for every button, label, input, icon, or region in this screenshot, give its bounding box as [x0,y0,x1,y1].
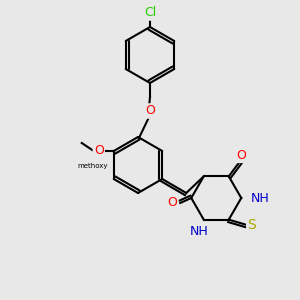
Text: O: O [236,149,246,162]
Text: NH: NH [189,225,208,238]
Text: S: S [248,218,256,232]
Text: O: O [167,196,177,209]
Text: O: O [145,104,155,118]
Text: methoxy: methoxy [77,163,108,169]
Text: Cl: Cl [144,7,156,20]
Text: O: O [94,145,104,158]
Text: NH: NH [251,191,270,205]
